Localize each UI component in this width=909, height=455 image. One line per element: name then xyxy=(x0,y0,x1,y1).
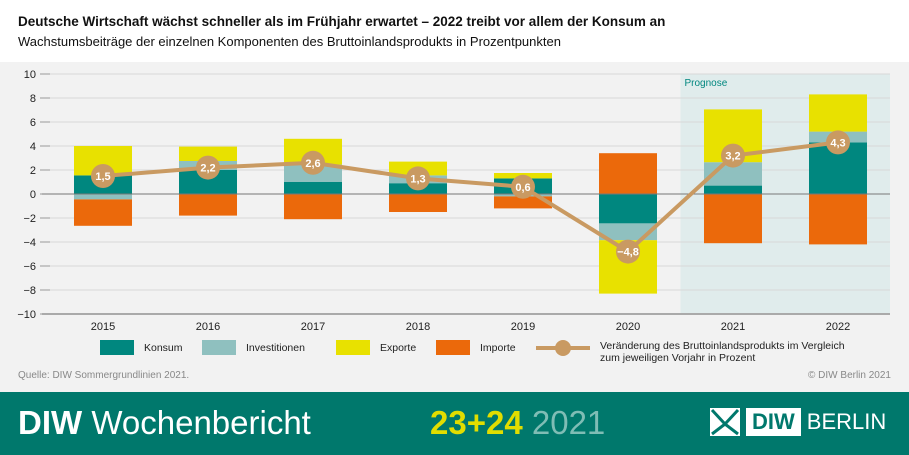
legend-label: Importe xyxy=(480,341,516,354)
legend-label: Investitionen xyxy=(246,341,305,354)
legend-label: Exporte xyxy=(380,341,417,354)
x-tick-label: 2018 xyxy=(406,321,430,333)
x-tick-label: 2019 xyxy=(511,321,535,333)
y-tick-label: −8 xyxy=(23,285,36,297)
bip-point xyxy=(196,155,220,180)
bar-exporte-2022 xyxy=(809,94,867,132)
bar-investitionen-2015 xyxy=(74,194,132,200)
bar-importe-2018 xyxy=(389,194,447,212)
y-tick-label: 0 xyxy=(30,189,36,201)
legend-item-konsum: Konsum xyxy=(100,340,183,355)
legend: Konsum Investitionen Exporte Importe Ver… xyxy=(0,340,909,370)
x-tick-label: 2015 xyxy=(91,321,115,333)
bip-point xyxy=(616,239,640,264)
chart-subtitle: Wachstumsbeiträge der einzelnen Komponen… xyxy=(18,34,561,49)
forecast-label: Prognose xyxy=(685,78,728,89)
bip-point xyxy=(826,130,850,155)
bip-data-label: 1,3 xyxy=(410,173,425,185)
y-tick-label: 4 xyxy=(30,141,36,153)
y-tick-label: −2 xyxy=(23,213,36,225)
bip-point xyxy=(301,150,325,175)
bar-konsum-2021 xyxy=(704,185,762,194)
bip-point xyxy=(511,174,535,199)
bip-data-label: 3,2 xyxy=(725,151,740,163)
diw-logo-mark-icon xyxy=(710,408,740,436)
y-tick-label: 8 xyxy=(30,93,36,105)
copyright: © DIW Berlin 2021 xyxy=(808,370,891,381)
bar-importe-2016 xyxy=(179,194,237,216)
bar-importe-2020 xyxy=(599,153,657,194)
bar-importe-2021 xyxy=(704,194,762,244)
issue-number: 23+24 2021 xyxy=(430,404,606,441)
bip-data-label: 0,6 xyxy=(515,182,530,194)
x-tick-label: 2016 xyxy=(196,321,220,333)
y-tick-label: −4 xyxy=(23,237,36,249)
legend-label: Konsum xyxy=(144,341,183,354)
legend-item-exporte: Exporte xyxy=(336,340,416,355)
y-tick-label: 10 xyxy=(24,69,36,81)
legend-item-importe: Importe xyxy=(436,340,516,355)
legend-swatch xyxy=(436,340,470,355)
bar-konsum-2020 xyxy=(599,194,657,224)
legend-line-icon xyxy=(536,340,590,356)
y-tick-label: −10 xyxy=(17,309,36,321)
bip-data-label: 1,5 xyxy=(95,171,110,183)
legend-item-investitionen: Investitionen xyxy=(202,340,305,355)
chart: Prognose 10 8 6 4 2 0 −2 −4 −6 −8 −10 2015 2016 2017 20… xyxy=(17,69,890,333)
bar-importe-2017 xyxy=(284,194,342,220)
header: Deutsche Wirtschaft wächst schneller als… xyxy=(0,0,909,62)
bip-data-label: 2,2 xyxy=(200,163,215,175)
bip-line xyxy=(102,140,839,255)
bar-importe-2015 xyxy=(74,199,132,226)
diw-berlin-logo: DIW BERLIN xyxy=(710,408,886,436)
bip-data-label: 4,3 xyxy=(830,137,845,149)
bip-data-label: −4,8 xyxy=(617,247,639,259)
legend-swatch xyxy=(202,340,236,355)
bar-importe-2019 xyxy=(494,196,552,209)
publication-name: DIW Wochenbericht xyxy=(18,404,311,441)
footer-banner: DIW Wochenbericht 23+24 2021 DIW BERLIN xyxy=(0,392,909,455)
chart-title: Deutsche Wirtschaft wächst schneller als… xyxy=(18,14,666,29)
bip-data-label: 2,6 xyxy=(305,158,320,170)
source-note: Quelle: DIW Sommergrundlinien 2021. xyxy=(18,370,190,381)
bar-exporte-2016 xyxy=(179,146,237,161)
legend-swatch xyxy=(336,340,370,355)
x-tick-label: 2021 xyxy=(721,321,745,333)
x-tick-label: 2020 xyxy=(616,321,640,333)
legend-swatch xyxy=(100,340,134,355)
bip-point xyxy=(91,164,115,188)
y-tick-label: 6 xyxy=(30,117,36,129)
bip-point xyxy=(721,143,745,168)
x-tick-label: 2022 xyxy=(826,321,850,333)
x-tick-label: 2017 xyxy=(301,321,325,333)
y-tick-label: 2 xyxy=(30,165,36,177)
bip-point xyxy=(406,166,430,191)
legend-item-bip: Veränderung des Bruttoinlandsprodukts im… xyxy=(536,340,845,364)
bar-konsum-2017 xyxy=(284,182,342,194)
legend-label: Veränderung des Bruttoinlandsprodukts im… xyxy=(600,340,845,364)
bar-importe-2022 xyxy=(809,194,867,245)
y-tick-label: −6 xyxy=(23,261,36,273)
